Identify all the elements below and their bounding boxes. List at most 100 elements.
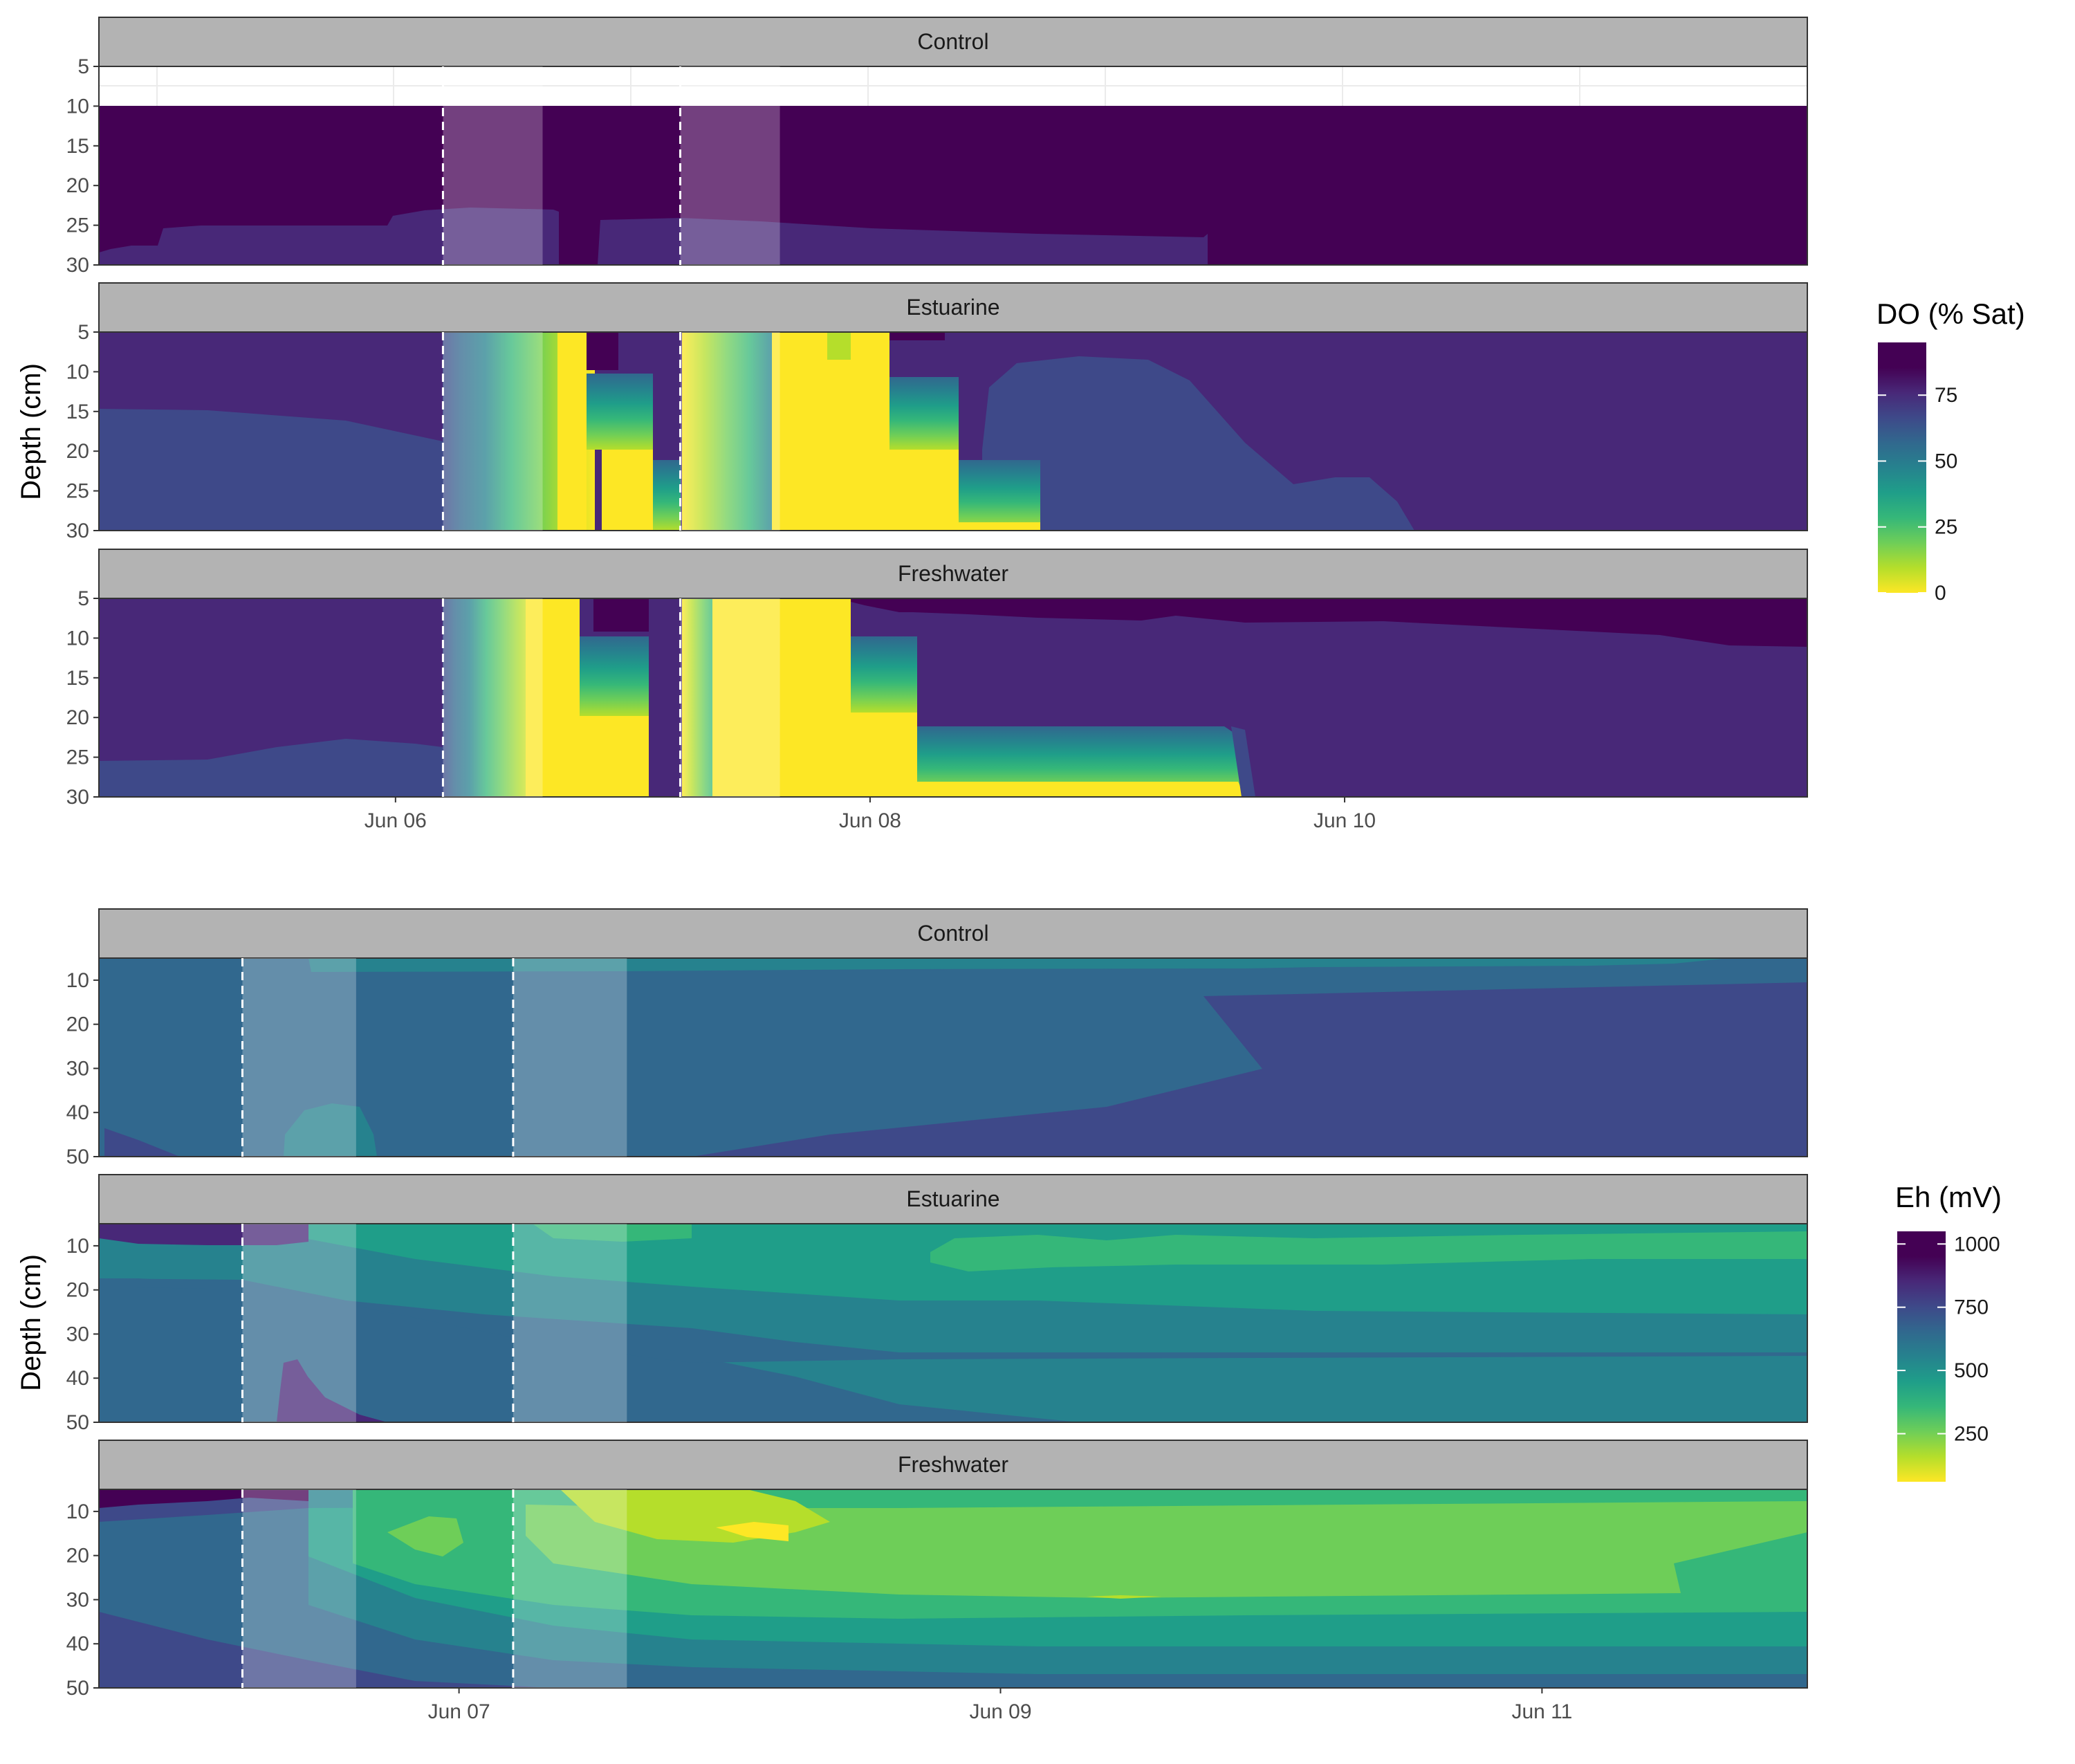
y-tick-label: 50 [66, 1146, 89, 1168]
y-tick-label: 25 [66, 746, 89, 769]
legend-colorbar [1878, 342, 1926, 593]
fill-do-transition-2 [682, 332, 772, 531]
fill-do-0-step-1 [602, 450, 653, 531]
legend-ticks: 250 500 750 1000 [1897, 1233, 2000, 1446]
eh-panel-freshwater: Freshwater [98, 1440, 1808, 1689]
y-tick-label: 5 [77, 587, 89, 610]
y-tick-label: 50 [66, 1411, 89, 1434]
y-tick-label: 15 [66, 401, 89, 423]
treatment-shading [443, 598, 543, 797]
treatment-shading [513, 1489, 627, 1688]
treatment-shading [513, 1224, 627, 1422]
strip-label: Freshwater [898, 561, 1008, 586]
y-tick-label: 20 [66, 1013, 89, 1036]
x-tick-label: Jun 09 [969, 1700, 1031, 1723]
y-tick-label: 10 [66, 627, 89, 650]
y-tick-label: 30 [66, 1323, 89, 1345]
y-tick-label: 10 [66, 969, 89, 992]
legend-tick-label: 1000 [1954, 1233, 2000, 1256]
do-panel-control: Control [98, 17, 1808, 266]
y-tick-label: 30 [66, 520, 89, 542]
y-tick-label: 15 [66, 667, 89, 690]
strip-background [98, 908, 1808, 959]
y-tick-label: 50 [66, 1677, 89, 1700]
y-tick-label: 30 [66, 786, 89, 809]
treatment-shading [443, 332, 543, 531]
legend-tick-label: 75 [1935, 384, 1957, 407]
y-tick-label: 25 [66, 480, 89, 503]
grid-lines [99, 66, 1807, 106]
fill-do-0-second [712, 598, 851, 797]
fill-eh-560-top [308, 958, 1729, 972]
fill-eh-700-mid [99, 1278, 1807, 1363]
fill-eh-330-bubble [387, 1516, 463, 1556]
y-tick-label: 20 [66, 174, 89, 197]
fill-do-step-2 [653, 460, 681, 531]
strip-background [98, 17, 1808, 67]
strip-background [98, 1440, 1808, 1490]
fill-do-95-block [593, 598, 649, 632]
panel-border [98, 1223, 1808, 1423]
fill-do-0-step-3 [889, 450, 959, 531]
fill-do-80-recovery [982, 356, 1414, 531]
fill-do-0-first [557, 332, 587, 531]
x-tick-label: Jun 11 [1511, 1700, 1572, 1723]
eh-panel-estuarine: Estuarine [98, 1174, 1808, 1423]
y-tick-label: 30 [66, 1057, 89, 1080]
legend-tick-label: 500 [1954, 1359, 1989, 1382]
y-tick-label: 40 [66, 1367, 89, 1390]
fill-do-95-top [851, 598, 1807, 647]
fill-do-0-step-4 [959, 522, 1040, 531]
treatment-shading [242, 958, 356, 1157]
y-tick-label: 10 [66, 360, 89, 383]
fill-do-95-top [587, 332, 618, 370]
axis-ticks: 5 10 15 20 25 30 5 10 15 20 25 30 5 10 15 20 25 30 Jun 06 J… [66, 55, 1376, 832]
legend-tick-label: 25 [1935, 516, 1957, 539]
fill-do-85 [99, 208, 1208, 265]
x-tick-label: Jun 08 [839, 809, 901, 832]
eh-legend: Eh (mV) 250 500 750 1000 [1895, 1181, 2002, 1482]
axis-ticks: 10 20 30 40 50 10 20 30 40 50 10 20 30 40 50 Jun 07 Jun … [66, 969, 1573, 1723]
y-tick-label: 15 [66, 135, 89, 158]
fill-eh-380 [930, 1231, 1807, 1271]
y-axis-title: Depth (cm) [16, 363, 46, 500]
legend-title: DO (% Sat) [1876, 297, 2025, 330]
strip-background [98, 282, 1808, 333]
panel-border [98, 66, 1808, 266]
y-tick-label: 20 [66, 1545, 89, 1568]
fill-do-step-4 [917, 726, 1252, 797]
fill-do-step-1 [587, 374, 653, 450]
fill-do-step-3 [851, 636, 917, 713]
fill-do-0-step-1 [580, 716, 649, 797]
fill-eh-450-top [533, 1224, 692, 1242]
y-tick-label: 20 [66, 440, 89, 463]
x-tick-label: Jun 07 [428, 1700, 490, 1723]
panel-border [98, 598, 1808, 798]
fill-eh-880-lower [277, 1359, 387, 1422]
y-tick-label: 40 [66, 1101, 89, 1124]
eh-chart: Control Estuarine [16, 908, 2002, 1723]
y-axis-title: Depth (cm) [16, 1254, 46, 1391]
y-tick-label: 10 [66, 95, 89, 118]
do-chart: Control Estuarine [16, 17, 2025, 832]
panel-border [98, 331, 1808, 531]
y-tick-label: 25 [66, 214, 89, 237]
panel-border [98, 1489, 1808, 1689]
strip-background [98, 1174, 1808, 1224]
fill-eh-280-sliver [1086, 1595, 1162, 1599]
fill-do-step-4 [959, 460, 1040, 531]
strip-label: Estuarine [906, 1186, 999, 1211]
treatment-overlays [241, 958, 627, 1688]
y-tick-label: 30 [66, 1588, 89, 1611]
fill-do-0-step-4 [917, 782, 1245, 797]
legend-tick-label: 0 [1935, 582, 1946, 605]
fill-eh-330 [526, 1501, 1807, 1598]
x-tick-label: Jun 06 [365, 809, 427, 832]
fill-do-transition-2b [827, 332, 851, 360]
y-tick-label: 20 [66, 1279, 89, 1302]
strip-label: Estuarine [906, 295, 999, 320]
fill-do-step-3 [889, 377, 959, 450]
strip-background [98, 549, 1808, 599]
fill-do-80-tail [1231, 726, 1255, 797]
